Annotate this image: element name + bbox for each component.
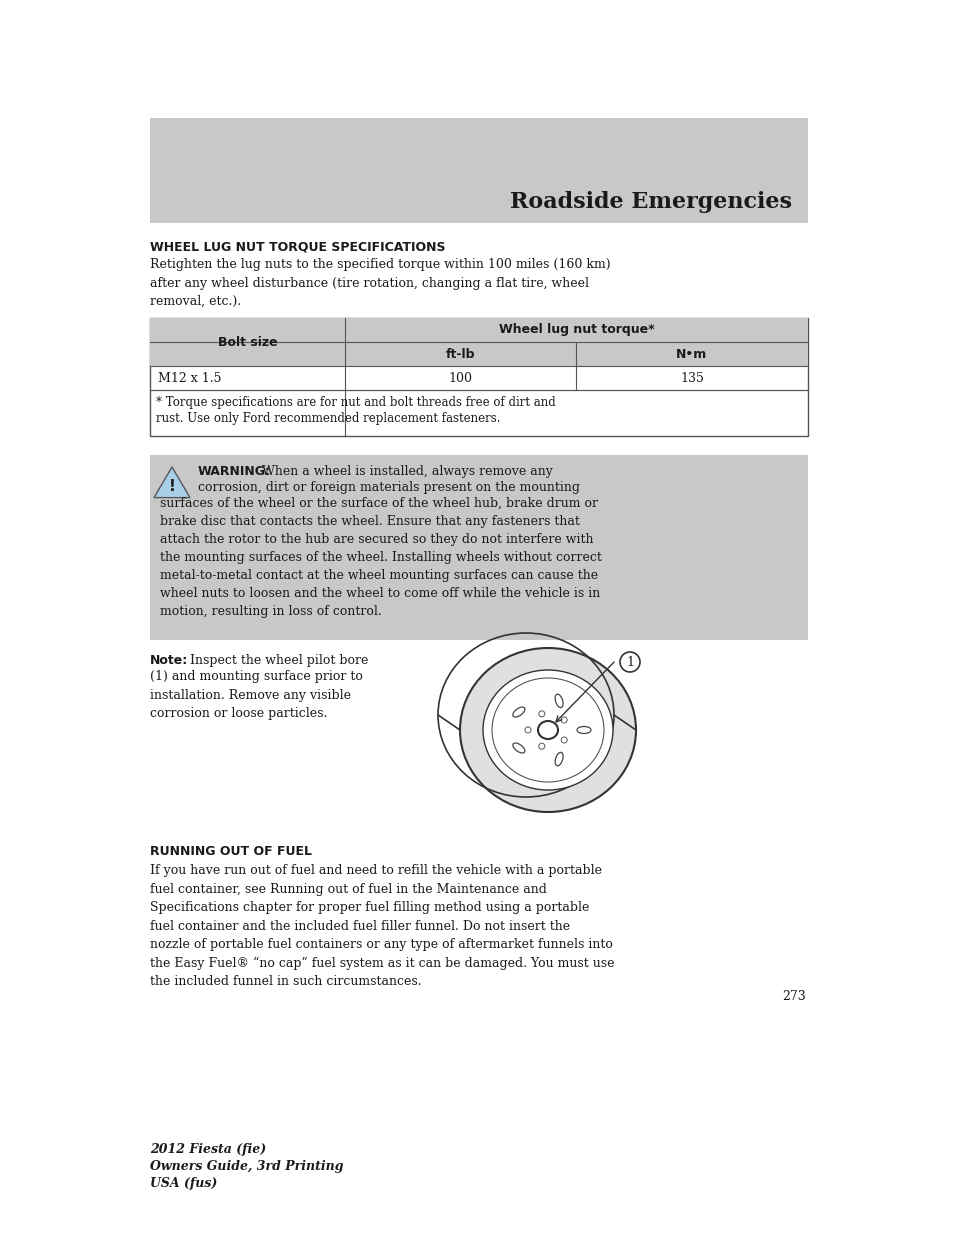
Polygon shape bbox=[153, 467, 190, 498]
Text: !: ! bbox=[169, 479, 175, 494]
Bar bbox=[150, 317, 807, 342]
Text: 1: 1 bbox=[625, 656, 634, 668]
Text: Wheel lug nut torque*: Wheel lug nut torque* bbox=[498, 324, 654, 336]
Text: Bolt size: Bolt size bbox=[217, 336, 277, 348]
Text: Roadside Emergencies: Roadside Emergencies bbox=[510, 191, 791, 212]
Bar bbox=[150, 342, 807, 366]
Bar bbox=[150, 119, 807, 224]
Text: 273: 273 bbox=[781, 990, 805, 1003]
Ellipse shape bbox=[555, 694, 562, 708]
Text: RUNNING OUT OF FUEL: RUNNING OUT OF FUEL bbox=[150, 845, 312, 858]
Text: Inspect the wheel pilot bore: Inspect the wheel pilot bore bbox=[186, 655, 368, 667]
Text: USA (fus): USA (fus) bbox=[150, 1177, 217, 1191]
Ellipse shape bbox=[492, 678, 603, 782]
Text: WHEEL LUG NUT TORQUE SPECIFICATIONS: WHEEL LUG NUT TORQUE SPECIFICATIONS bbox=[150, 240, 445, 253]
Circle shape bbox=[619, 652, 639, 672]
Bar bbox=[150, 454, 807, 640]
Ellipse shape bbox=[459, 648, 636, 811]
Text: corrosion, dirt or foreign materials present on the mounting: corrosion, dirt or foreign materials pre… bbox=[198, 480, 579, 494]
Ellipse shape bbox=[577, 726, 590, 734]
Text: 100: 100 bbox=[448, 372, 472, 384]
Ellipse shape bbox=[555, 752, 562, 766]
Circle shape bbox=[560, 737, 567, 743]
Text: (1) and mounting surface prior to
installation. Remove any visible
corrosion or : (1) and mounting surface prior to instal… bbox=[150, 671, 362, 720]
Text: 135: 135 bbox=[679, 372, 703, 384]
Bar bbox=[150, 317, 807, 436]
Text: Owners Guide, 3rd Printing: Owners Guide, 3rd Printing bbox=[150, 1160, 343, 1173]
Text: rust. Use only Ford recommended replacement fasteners.: rust. Use only Ford recommended replacem… bbox=[156, 412, 500, 425]
Circle shape bbox=[560, 718, 567, 722]
Circle shape bbox=[524, 727, 531, 734]
Text: WARNING:: WARNING: bbox=[198, 466, 271, 478]
Text: surfaces of the wheel or the surface of the wheel hub, brake drum or
brake disc : surfaces of the wheel or the surface of … bbox=[160, 496, 601, 618]
Text: ft-lb: ft-lb bbox=[445, 347, 475, 361]
Text: Retighten the lug nuts to the specified torque within 100 miles (160 km)
after a: Retighten the lug nuts to the specified … bbox=[150, 258, 610, 308]
Text: When a wheel is installed, always remove any: When a wheel is installed, always remove… bbox=[257, 466, 553, 478]
Ellipse shape bbox=[513, 706, 524, 718]
Circle shape bbox=[538, 743, 544, 750]
Ellipse shape bbox=[513, 743, 524, 753]
Text: 2012 Fiesta (fie): 2012 Fiesta (fie) bbox=[150, 1144, 266, 1156]
Text: N•m: N•m bbox=[676, 347, 707, 361]
Text: * Torque specifications are for nut and bolt threads free of dirt and: * Torque specifications are for nut and … bbox=[156, 396, 556, 409]
Text: Note:: Note: bbox=[150, 655, 188, 667]
Text: M12 x 1.5: M12 x 1.5 bbox=[158, 372, 221, 384]
Circle shape bbox=[538, 711, 544, 716]
Ellipse shape bbox=[482, 671, 613, 790]
Text: If you have run out of fuel and need to refill the vehicle with a portable
fuel : If you have run out of fuel and need to … bbox=[150, 864, 614, 988]
Ellipse shape bbox=[537, 721, 558, 739]
